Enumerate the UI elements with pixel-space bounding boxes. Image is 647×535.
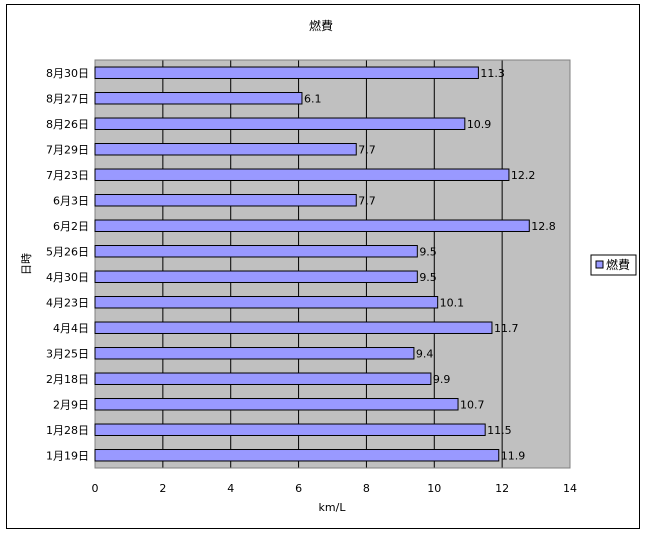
x-tick-label: 12 (495, 482, 509, 495)
data-label: 9.9 (433, 373, 451, 386)
data-label: 10.7 (460, 398, 485, 411)
y-tick-label: 5月26日 (46, 245, 89, 258)
y-tick-label: 2月9日 (53, 398, 89, 411)
x-tick-label: 14 (563, 482, 577, 495)
bar (94, 117, 466, 130)
y-tick-label: 7月29日 (46, 143, 89, 156)
legend-label: 燃費 (606, 257, 630, 272)
bar (94, 194, 357, 207)
y-tick-label: 3月25日 (46, 347, 89, 360)
x-tick-label: 10 (427, 482, 441, 495)
data-label: 11.7 (494, 322, 519, 335)
x-tick-label: 0 (92, 482, 99, 495)
bar (94, 296, 439, 309)
data-label: 11.5 (487, 424, 512, 437)
y-tick-label: 6月2日 (53, 220, 89, 233)
data-label: 10.9 (467, 118, 492, 131)
bar (94, 245, 418, 258)
chart-title: 燃費 (309, 18, 333, 33)
y-tick-labels: 8月30日 8月27日 8月26日 7月29日 7月23日 6月3日 6月2日 5月26日 4月… (46, 67, 89, 463)
bar (94, 270, 418, 283)
y-tick-label: 4月4日 (53, 322, 89, 335)
legend: 燃費 (590, 254, 637, 276)
data-label: 12.2 (511, 169, 536, 182)
data-label: 7.7 (358, 143, 376, 156)
y-tick-label: 1月19日 (46, 449, 89, 462)
data-labels: 11.36.110.97.712.27.712.89.59.510.111.79… (304, 67, 556, 463)
x-tick-label: 6 (295, 482, 302, 495)
legend-box (590, 254, 637, 276)
legend-swatch (595, 260, 604, 269)
x-tick-label: 4 (227, 482, 234, 495)
x-axis-title: km/L (319, 501, 347, 514)
x-tick-label: 8 (363, 482, 370, 495)
bar (94, 347, 415, 360)
y-tick-label: 1月28日 (46, 424, 89, 437)
y-tick-label: 2月18日 (46, 373, 89, 386)
plot-border (94, 59, 571, 469)
bar (94, 449, 500, 462)
bar (94, 372, 432, 385)
data-label: 11.3 (480, 67, 505, 80)
bar (94, 168, 510, 181)
y-tick-label: 6月3日 (53, 194, 89, 207)
y-tick-label: 8月27日 (46, 92, 89, 105)
bar (94, 219, 530, 232)
y-tick-label: 7月23日 (46, 169, 89, 182)
data-label: 12.8 (531, 220, 556, 233)
bar (94, 398, 459, 411)
y-tick-label: 4月30日 (46, 271, 89, 284)
data-label: 9.5 (419, 245, 437, 258)
bar (94, 423, 486, 436)
data-label: 11.9 (501, 449, 526, 462)
data-label: 7.7 (358, 194, 376, 207)
y-tick-label: 8月26日 (46, 118, 89, 131)
data-label: 10.1 (440, 296, 465, 309)
data-label: 6.1 (304, 92, 322, 105)
x-tick-label: 2 (159, 482, 166, 495)
data-label: 9.5 (419, 271, 437, 284)
y-axis-title: 日時 (20, 253, 33, 275)
x-tick-labels: 0 2 4 6 8 10 12 14 (92, 482, 578, 495)
bar (94, 92, 303, 105)
bar (94, 143, 357, 156)
bars (94, 66, 530, 462)
data-label: 9.4 (416, 347, 434, 360)
y-tick-label: 8月30日 (46, 67, 89, 80)
y-tick-label: 4月23日 (46, 296, 89, 309)
bar (94, 66, 479, 79)
bar (94, 321, 493, 334)
